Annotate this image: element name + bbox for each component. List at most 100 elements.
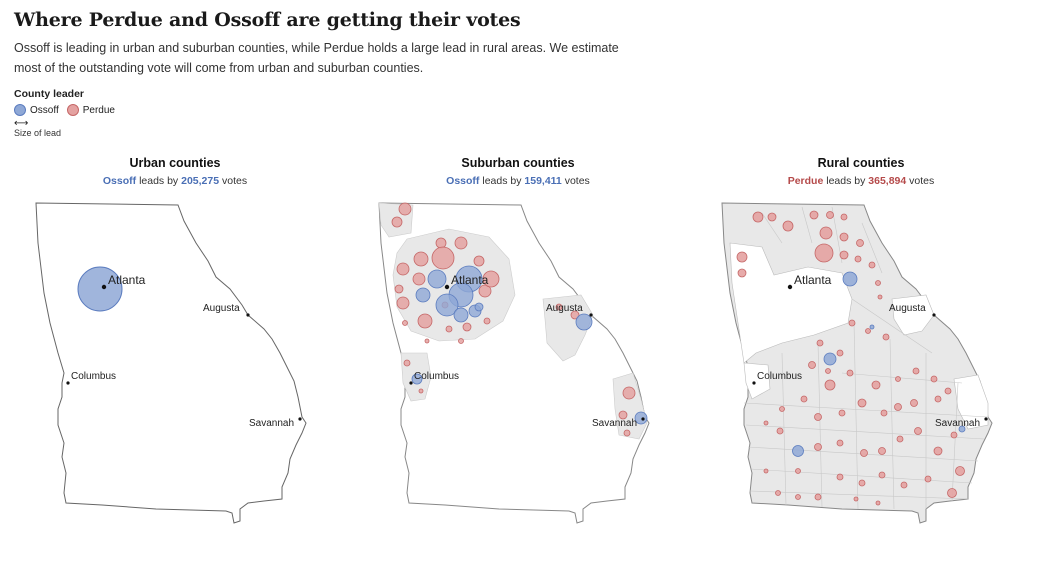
non-rural-area	[891, 294, 935, 336]
headline: Where Perdue and Ossoff are getting thei…	[14, 9, 521, 31]
city-label-columbus: Columbus	[71, 371, 116, 382]
county-bubble	[857, 398, 867, 408]
county-bubble	[737, 268, 747, 278]
county-region	[542, 294, 594, 362]
panel-sub-suburban: Ossoff leads by 159,411 votes	[388, 175, 648, 187]
city-label-savannah: Savannah	[935, 418, 980, 429]
county-bubble	[795, 468, 801, 474]
votes-urban: votes	[222, 175, 248, 187]
county-bubble	[856, 239, 864, 247]
county-bubble	[896, 435, 904, 443]
county-bubble	[417, 313, 433, 329]
panel-sub-rural: Perdue leads by 365,894 votes	[731, 175, 991, 187]
county-bubble	[77, 266, 123, 312]
county-bubble	[424, 338, 430, 344]
map-urban: Atlanta Augusta Columbus Savannah	[35, 202, 307, 524]
county-bubble	[752, 211, 764, 223]
county-bubble	[808, 361, 816, 369]
county-bubble	[869, 324, 875, 330]
county-bubble	[836, 473, 844, 481]
county-bubble	[838, 409, 846, 417]
city-label-columbus: Columbus	[757, 371, 802, 382]
county-bubble	[473, 255, 485, 267]
leads-by-rural: leads by	[826, 175, 866, 187]
county-bubble	[415, 287, 431, 303]
county-bubble	[458, 338, 464, 344]
county-bubble	[453, 307, 469, 323]
county-bubble	[871, 380, 881, 390]
county-bubble	[910, 399, 918, 407]
non-rural-area	[743, 362, 771, 400]
county-bubble	[622, 386, 636, 400]
county-bubble	[570, 310, 580, 320]
county-bubble	[826, 211, 834, 219]
county-bubble	[396, 262, 410, 276]
county-bubble	[814, 413, 822, 421]
city-label-columbus: Columbus	[414, 371, 459, 382]
city-dot-savannah	[298, 417, 302, 421]
county-bubble	[868, 261, 876, 269]
county-bubble	[824, 379, 836, 391]
margin-suburban: 159,411	[524, 175, 562, 187]
city-dot-columbus	[66, 381, 70, 385]
perdue-swatch	[66, 104, 79, 116]
county-bubble	[840, 213, 848, 221]
panel-title-suburban: Suburban counties	[461, 156, 575, 170]
city-label-augusta: Augusta	[889, 303, 926, 314]
city-dot-atlanta	[444, 284, 450, 290]
county-bubble	[792, 445, 804, 457]
county-bubble	[860, 449, 868, 457]
county-bubble	[934, 395, 942, 403]
county-bubble	[853, 496, 859, 502]
county-bubble	[895, 376, 901, 382]
county-bubble	[391, 216, 403, 228]
city-label-augusta: Augusta	[546, 303, 583, 314]
map-suburban: Atlanta Augusta Columbus Savannah	[378, 202, 650, 524]
county-bubble	[462, 322, 472, 332]
city-label-augusta: Augusta	[203, 303, 240, 314]
legend-ossoff: Ossoff	[30, 104, 59, 116]
county-bubble	[394, 284, 404, 294]
county-bubble	[878, 447, 886, 455]
county-bubble	[878, 471, 886, 479]
county-bubble	[795, 494, 801, 500]
county-bubble	[814, 443, 822, 451]
city-label-atlanta: Atlanta	[108, 273, 146, 287]
county-bubble	[882, 333, 890, 341]
city-label-savannah: Savannah	[249, 418, 294, 429]
county-bubble	[782, 220, 794, 232]
county-bubble	[819, 226, 833, 240]
county-bubble	[398, 202, 412, 216]
county-bubble	[402, 320, 408, 326]
votes-rural: votes	[909, 175, 935, 187]
margin-rural: 365,894	[868, 175, 907, 187]
size-arrow-icon: ⟷	[14, 118, 29, 129]
legend-row: Ossoff Perdue	[14, 104, 115, 116]
city-dot-savannah	[984, 417, 988, 421]
city-dot-augusta	[246, 313, 250, 317]
county-bubble	[848, 319, 856, 327]
panel-title-urban: Urban counties	[129, 156, 221, 170]
county-bubble	[900, 481, 908, 489]
city-dot-augusta	[589, 313, 593, 317]
county-bubble	[809, 210, 819, 220]
county-bubble	[875, 500, 881, 506]
county-bubble	[736, 251, 748, 263]
county-bubble	[776, 427, 784, 435]
non-rural-area	[729, 242, 853, 364]
ga-outline-urban	[35, 202, 307, 524]
county-bubble	[474, 302, 484, 312]
legend: County leader Ossoff Perdue ⟷ Size of le…	[14, 88, 115, 138]
county-bubble	[435, 237, 447, 249]
ossoff-swatch	[14, 104, 26, 116]
city-dot-atlanta	[101, 284, 107, 290]
county-bubble	[413, 251, 429, 267]
size-label: Size of lead	[14, 128, 62, 138]
leader-urban: Ossoff	[102, 175, 137, 187]
county-bubble	[854, 255, 862, 263]
county-bubble	[445, 325, 453, 333]
county-bubble	[618, 410, 628, 420]
county-bubble	[800, 395, 808, 403]
county-bubble	[575, 313, 593, 331]
county-bubble	[418, 388, 424, 394]
